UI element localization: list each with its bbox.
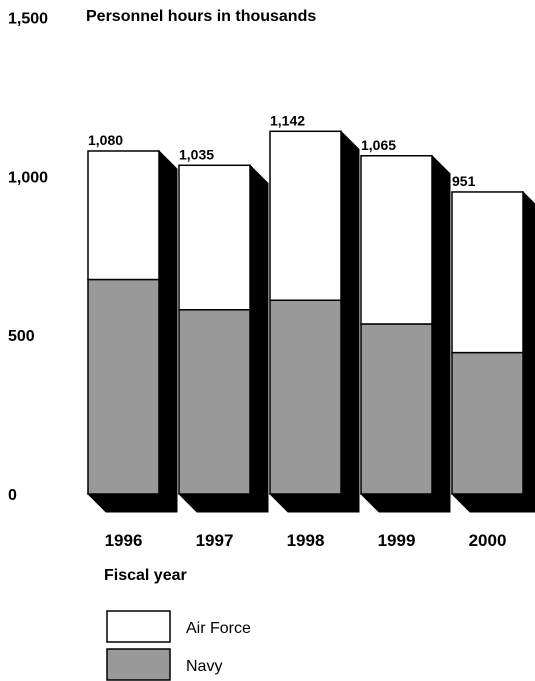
y-tick-label-1500: 1,500 xyxy=(8,11,48,28)
x-tick-label-1999: 1999 xyxy=(378,531,416,550)
x-tick-label-1998: 1998 xyxy=(287,531,325,550)
legend-label-air-force: Air Force xyxy=(186,620,251,637)
x-axis-label: Fiscal year xyxy=(104,567,187,584)
x-tick-label-1996: 1996 xyxy=(105,531,143,550)
total-label-1997: 1,035 xyxy=(179,146,214,162)
x-tick-label-2000: 2000 xyxy=(469,531,507,550)
bar-navy-1998 xyxy=(269,299,342,495)
bar-navy-1996 xyxy=(87,278,160,495)
y-tick-label-0: 0 xyxy=(8,487,17,504)
x-axis-tick-labels: 1996 1997 1998 1999 2000 xyxy=(105,531,507,550)
bar-airforce-1998 xyxy=(269,130,342,302)
bar-navy-1997 xyxy=(178,309,251,495)
legend-swatch-air-force xyxy=(106,610,171,643)
bar-airforce-1999 xyxy=(360,155,433,325)
y-axis-ticks: 0 500 1,000 1,500 xyxy=(8,11,48,504)
total-label-1999: 1,065 xyxy=(361,137,396,153)
x-tick-label-1997: 1997 xyxy=(196,531,234,550)
bar-navy-2000 xyxy=(451,351,524,495)
legend: Air Force Navy xyxy=(106,610,251,681)
total-label-1998: 1,142 xyxy=(270,112,305,128)
y-tick-label-1000: 1,000 xyxy=(8,169,48,186)
chart-unit-label: Personnel hours in thousands xyxy=(86,8,316,25)
total-label-2000: 951 xyxy=(452,173,476,189)
legend-swatch-navy xyxy=(106,648,171,681)
bar-group: 1,080 1,035 1,142 1,065 951 xyxy=(86,112,535,513)
legend-label-navy: Navy xyxy=(186,658,222,675)
bar-airforce-1997 xyxy=(178,164,251,311)
y-tick-label-500: 500 xyxy=(8,328,35,345)
bar-airforce-1996 xyxy=(87,150,160,281)
bar-navy-1999 xyxy=(360,323,433,495)
total-label-1996: 1,080 xyxy=(88,132,123,148)
bar-airforce-2000 xyxy=(451,191,524,354)
